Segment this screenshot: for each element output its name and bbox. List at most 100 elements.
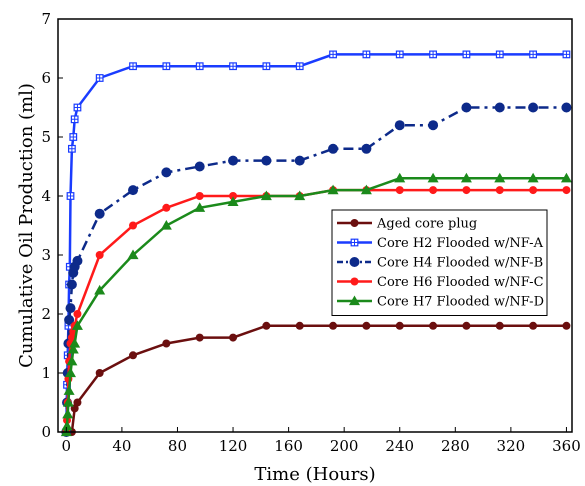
y-tick-label: 2	[41, 305, 51, 323]
legend-item: Core H7 Flooded w/NF-D	[337, 295, 544, 310]
data-point	[162, 339, 171, 348]
data-point	[561, 102, 572, 113]
data-point	[462, 321, 471, 330]
data-point	[127, 249, 139, 260]
x-tick-label: 240	[385, 437, 414, 455]
legend-label: Core H2 Flooded w/NF-A	[377, 236, 544, 251]
series-line	[66, 324, 567, 434]
data-point	[395, 50, 404, 59]
data-point	[129, 62, 137, 71]
data-point	[562, 50, 571, 59]
legend-item: Core H4 Flooded w/NF-B	[337, 256, 543, 271]
legend-label: Core H4 Flooded w/NF-B	[377, 256, 543, 271]
x-tick-label: 360	[552, 437, 581, 455]
data-point	[195, 333, 204, 342]
data-point	[64, 314, 75, 325]
data-point	[95, 369, 104, 377]
data-point	[560, 172, 572, 183]
data-point	[428, 120, 439, 131]
x-tick-label: 200	[330, 437, 359, 455]
data-point	[494, 172, 506, 183]
data-point	[69, 338, 81, 348]
legend-item: Aged core plug	[337, 217, 477, 232]
data-point	[160, 220, 172, 230]
data-point	[70, 115, 79, 124]
data-point	[194, 161, 205, 172]
data-point	[350, 219, 359, 227]
data-point	[260, 190, 272, 201]
data-point	[562, 186, 571, 195]
data-point	[327, 184, 339, 195]
data-point	[395, 186, 404, 195]
data-point	[227, 196, 239, 207]
data-point	[195, 62, 204, 71]
data-point	[527, 172, 539, 183]
data-point	[229, 333, 238, 342]
y-axis-label: Cumulative Oil Production (ml)	[16, 83, 37, 368]
data-point	[63, 385, 75, 395]
data-point	[294, 155, 305, 166]
data-point	[73, 310, 82, 318]
series-1	[62, 321, 571, 436]
legend-label: Core H7 Flooded w/NF-D	[377, 295, 544, 310]
data-point	[395, 321, 404, 330]
data-point	[228, 155, 239, 166]
data-point	[462, 186, 471, 195]
data-point	[494, 102, 505, 113]
data-point	[129, 351, 138, 360]
data-point	[69, 133, 78, 141]
data-point	[295, 321, 304, 330]
data-point	[495, 321, 504, 330]
y-tick-label: 1	[41, 364, 51, 382]
data-point	[329, 321, 338, 330]
data-point	[67, 144, 76, 153]
data-point	[362, 321, 371, 330]
x-tick-label: 120	[219, 437, 248, 455]
data-point	[360, 184, 372, 195]
axis-ticks: 0 40 80 120 160 200 240 280 320 360 0 1 2 3 4 5 6 7	[41, 10, 580, 455]
y-tick-label: 7	[41, 10, 51, 28]
data-point	[350, 238, 359, 247]
data-point	[129, 221, 138, 230]
data-point	[128, 185, 139, 196]
y-tick-label: 3	[41, 246, 51, 264]
data-point	[427, 172, 439, 183]
data-point	[66, 192, 75, 200]
y-tick-label: 4	[41, 187, 51, 205]
data-point	[162, 62, 171, 71]
legend-label: Core H6 Flooded w/NF-C	[377, 275, 544, 290]
data-point	[394, 172, 406, 183]
data-point	[67, 343, 79, 354]
data-point	[528, 102, 539, 113]
x-tick-label: 160	[274, 437, 303, 455]
x-tick-label: 80	[168, 437, 187, 455]
data-point	[62, 397, 74, 407]
y-tick-label: 5	[41, 128, 51, 146]
y-tick-label: 0	[41, 423, 51, 441]
data-point	[529, 321, 538, 330]
y-tick-label: 6	[41, 69, 51, 87]
legend-item: Core H6 Flooded w/NF-C	[337, 275, 544, 290]
data-point	[328, 143, 339, 154]
data-point	[362, 50, 371, 59]
legend: Aged core plug Core H2 Flooded w/NF-A Core…	[331, 209, 548, 316]
data-point	[65, 367, 77, 378]
data-point	[495, 50, 504, 59]
data-point	[162, 203, 171, 212]
data-point	[429, 321, 438, 330]
data-point	[195, 192, 204, 200]
data-point	[294, 190, 306, 201]
data-point	[61, 420, 73, 431]
data-point	[349, 257, 360, 267]
data-point	[394, 120, 405, 131]
data-point	[262, 321, 271, 330]
data-point	[229, 192, 238, 200]
x-tick-label: 0	[62, 437, 72, 455]
data-point	[71, 320, 83, 330]
data-point	[329, 50, 337, 59]
data-point	[295, 62, 304, 71]
data-point	[161, 167, 172, 178]
data-point	[62, 408, 74, 419]
data-point	[529, 186, 538, 195]
